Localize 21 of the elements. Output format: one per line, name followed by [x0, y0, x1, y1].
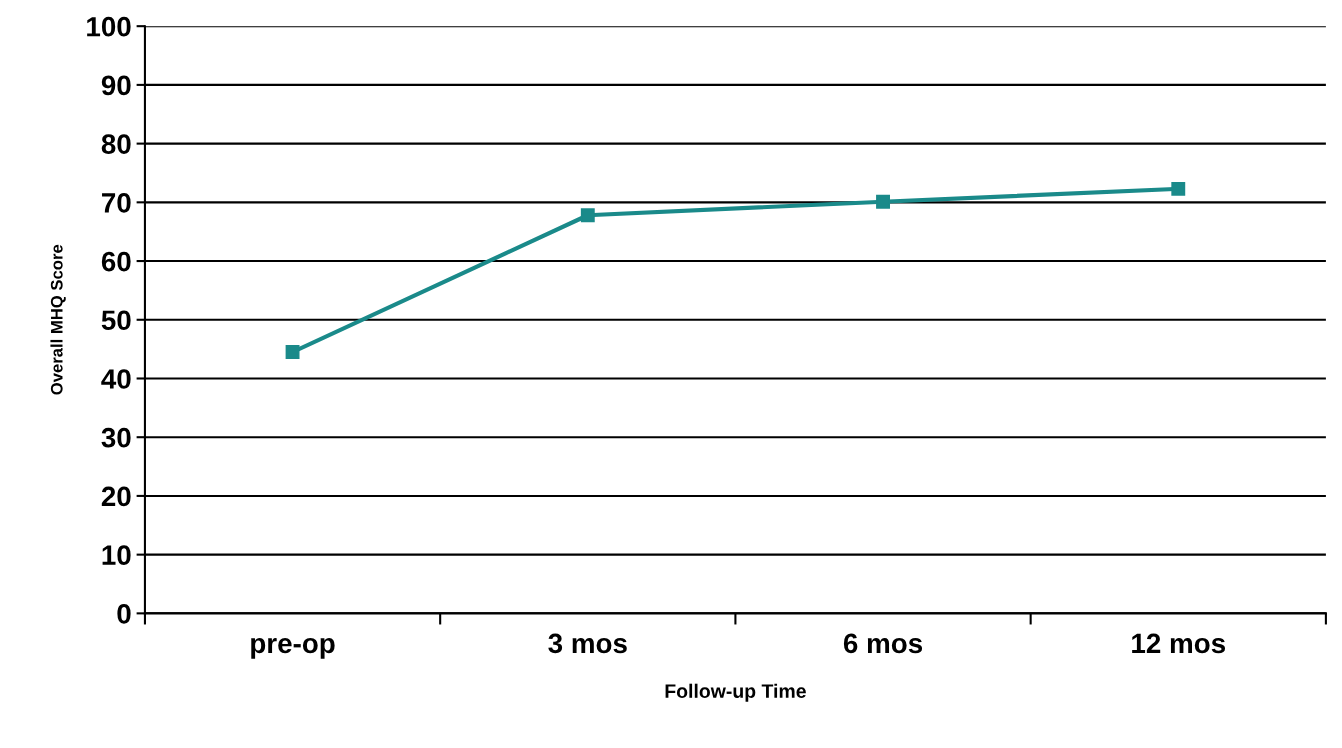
- y-tick-label: 50: [101, 310, 131, 331]
- x-tick-label: 6 mos: [843, 633, 923, 654]
- x-tick-label: pre-op: [251, 637, 335, 659]
- y-tick-label: 0: [117, 604, 131, 624]
- y-tick-label: 100: [87, 16, 131, 37]
- y-axis-title: Overall MHQ Score: [50, 244, 66, 395]
- point: [285, 345, 300, 360]
- y-tick-label: 80: [101, 134, 131, 154]
- x-axis-title: Follow-up Time: [665, 683, 806, 702]
- x-tick-label: 12 mos: [1132, 633, 1226, 654]
- point: [1171, 181, 1186, 196]
- y-tick-label: 70: [102, 193, 131, 213]
- point: [580, 208, 595, 223]
- y-tick-label: 10: [102, 545, 131, 565]
- x-tick-label: 3 mos: [548, 633, 627, 654]
- point: [876, 194, 890, 209]
- y-tick-label: 30: [101, 427, 131, 448]
- y-tick-label: 20: [101, 486, 131, 507]
- y-tick-label: 60: [101, 251, 131, 272]
- y-tick-label: 90: [101, 75, 131, 96]
- y-tick-label: 40: [101, 369, 131, 389]
